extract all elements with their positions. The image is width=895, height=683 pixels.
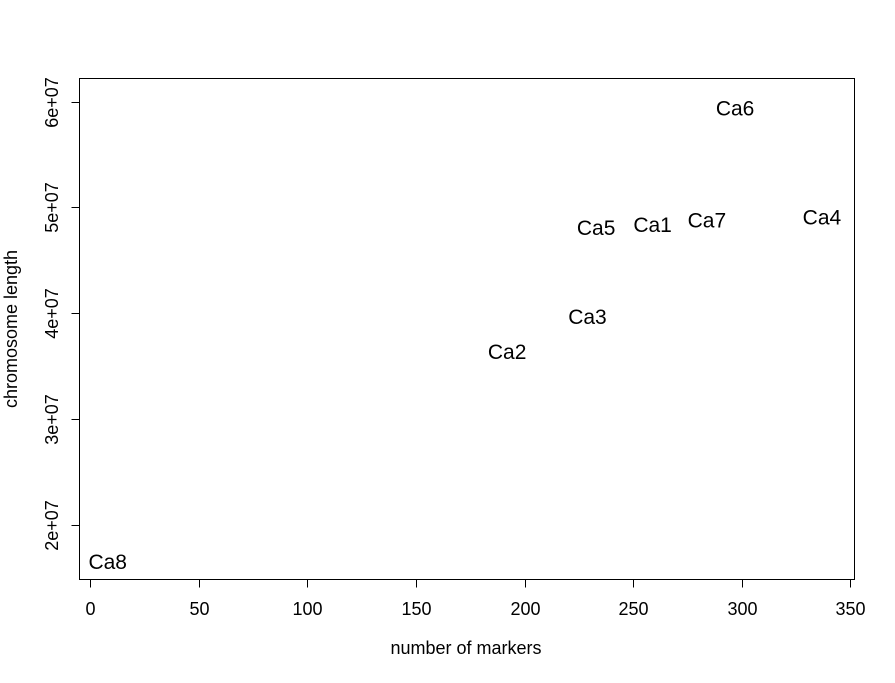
y-tick-label: 4e+07 — [42, 288, 62, 339]
y-axis: 2e+07 3e+07 4e+07 5e+07 6e+07 — [42, 77, 80, 551]
x-tick-label: 100 — [292, 599, 322, 619]
data-labels: Ca1 Ca2 Ca3 Ca4 Ca5 Ca6 Ca7 Ca8 — [88, 98, 841, 574]
y-tick-label: 3e+07 — [42, 394, 62, 445]
x-tick-label: 0 — [85, 599, 95, 619]
x-axis: 0 50 100 150 200 250 300 350 — [85, 579, 866, 619]
y-tick-label: 5e+07 — [42, 182, 62, 233]
point-label-ca2: Ca2 — [488, 341, 527, 364]
point-label-ca5: Ca5 — [577, 217, 616, 240]
x-axis-title: number of markers — [390, 638, 541, 658]
y-axis-title: chromosome length — [1, 250, 21, 408]
x-tick-label: 300 — [727, 599, 757, 619]
point-label-ca7: Ca7 — [688, 210, 727, 233]
y-tick-label: 6e+07 — [42, 77, 62, 128]
point-label-ca8: Ca8 — [88, 551, 127, 574]
point-label-ca4: Ca4 — [803, 207, 842, 230]
y-tick-label: 2e+07 — [42, 500, 62, 551]
x-tick-label: 200 — [510, 599, 540, 619]
plot-area-frame — [79, 78, 855, 580]
point-label-ca6: Ca6 — [716, 98, 755, 121]
point-label-ca1: Ca1 — [633, 214, 672, 237]
x-tick-label: 350 — [835, 599, 865, 619]
point-label-ca3: Ca3 — [568, 306, 607, 329]
x-tick-label: 50 — [189, 599, 209, 619]
x-tick-label: 250 — [618, 599, 648, 619]
x-tick-label: 150 — [401, 599, 431, 619]
